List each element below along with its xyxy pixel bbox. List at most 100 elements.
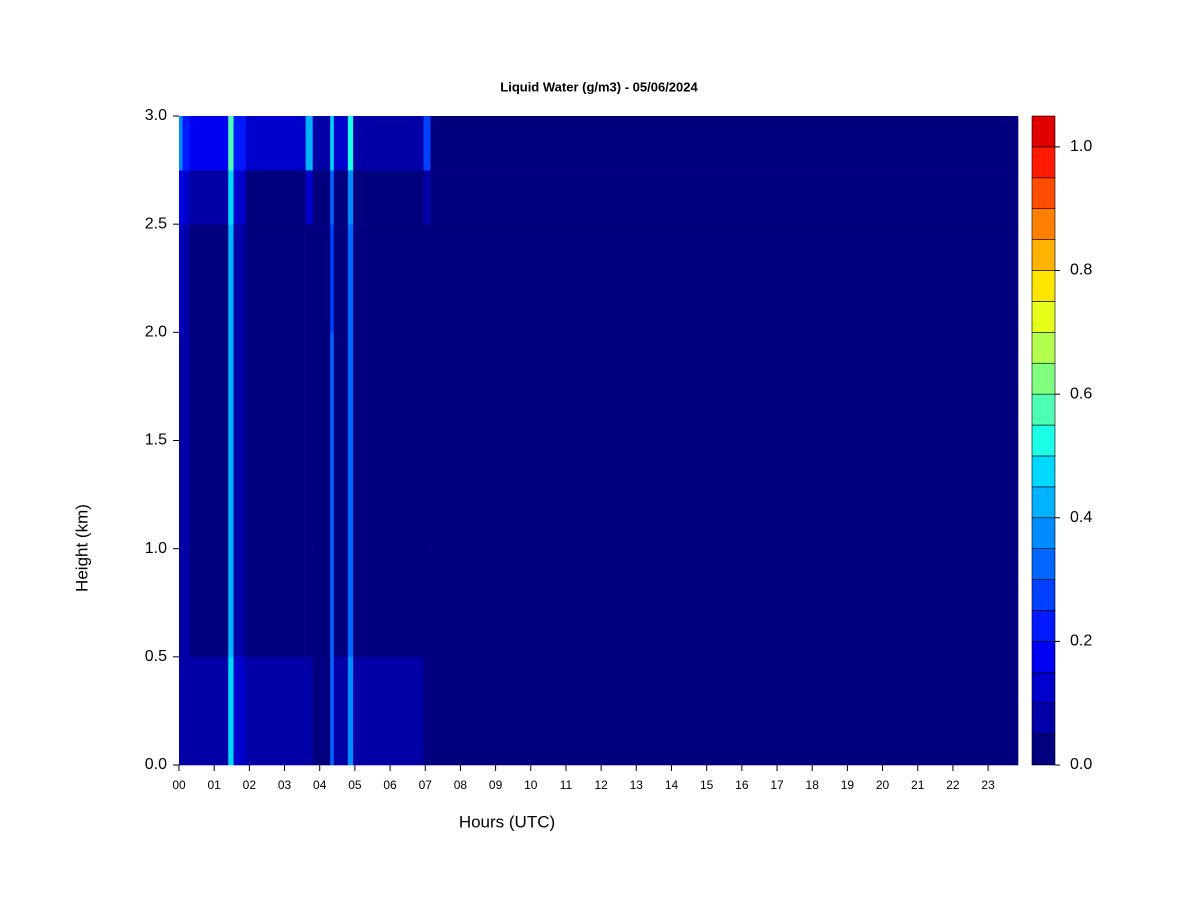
heatmap-cell <box>333 332 349 441</box>
colorbar-box <box>1031 301 1056 333</box>
heatmap-cell <box>228 548 234 658</box>
heatmap-cell <box>353 656 424 766</box>
x-tick-label: 20 <box>876 778 890 792</box>
heatmap-cell <box>179 440 183 549</box>
heatmap-cell <box>353 116 424 171</box>
y-tick-label: 0.0 <box>145 756 167 773</box>
heatmap-cell <box>423 332 431 441</box>
heatmap-cell <box>312 548 331 658</box>
heatmap-cell <box>347 656 354 766</box>
heatmap-cell <box>233 656 247 766</box>
colorbar-box <box>1031 486 1056 519</box>
x-tick-label: 07 <box>419 778 433 792</box>
heatmap-cell <box>333 116 349 171</box>
y-tick-label: 2.0 <box>145 324 167 341</box>
heatmap-cell <box>233 170 247 225</box>
heatmap-cell <box>423 224 431 333</box>
colorbar-tick-label: 1.0 <box>1070 138 1092 155</box>
heatmap-cell <box>245 440 306 549</box>
colorbar-tick-label: 0.6 <box>1070 385 1092 402</box>
colorbar-box <box>1031 702 1056 735</box>
heatmap-cell <box>312 224 331 333</box>
heatmap-cell <box>423 440 431 549</box>
heatmap-cell <box>330 548 335 658</box>
heatmap-cell <box>182 170 190 225</box>
heatmap-cell <box>228 170 234 225</box>
heatmap-cell <box>305 440 313 549</box>
colorbar-box <box>1031 115 1056 148</box>
heatmap-cell <box>330 170 335 225</box>
heatmap-cell <box>245 548 306 658</box>
heatmap-cell <box>430 332 1019 441</box>
heatmap-cell <box>189 440 229 549</box>
heatmap-cell <box>330 332 335 441</box>
heatmap-cell <box>233 440 247 549</box>
heatmap-cell <box>245 656 306 766</box>
y-tick-label: 3.0 <box>145 107 167 124</box>
x-tick-label: 18 <box>806 778 820 792</box>
colorbar-box <box>1031 455 1056 488</box>
heatmap-cell <box>189 116 229 171</box>
heatmap-cell <box>347 440 354 549</box>
heatmap-cell <box>423 548 431 658</box>
heatmap-cell <box>430 656 1019 766</box>
heatmap-cell <box>189 332 229 441</box>
heatmap-cell <box>353 170 424 225</box>
colorbar-box <box>1031 671 1056 704</box>
colorbar-tick-label: 0.4 <box>1070 509 1092 526</box>
x-tick-label: 02 <box>243 778 257 792</box>
heatmap-cell <box>423 116 431 171</box>
heatmap-cell <box>423 170 431 225</box>
colorbar-box <box>1031 208 1056 240</box>
heatmap-cell <box>189 548 229 658</box>
colorbar-box <box>1031 332 1056 364</box>
heatmap-cell <box>347 170 354 225</box>
colorbar-box <box>1031 270 1056 302</box>
x-tick-label: 13 <box>630 778 644 792</box>
colorbar-box <box>1031 733 1056 766</box>
colorbar-box <box>1031 146 1056 179</box>
heatmap-cell <box>233 548 247 658</box>
x-tick-label: 23 <box>981 778 995 792</box>
colorbar-box <box>1031 239 1056 271</box>
colorbar-box <box>1031 362 1056 395</box>
chart-title: Liquid Water (g/m3) - 05/06/2024 <box>500 79 698 94</box>
x-tick-label: 09 <box>489 778 503 792</box>
x-tick-label: 21 <box>911 778 925 792</box>
heatmap-cell <box>430 116 1019 171</box>
heatmap-cell <box>245 170 306 225</box>
y-tick-label: 0.5 <box>145 648 167 665</box>
x-tick-label: 12 <box>594 778 608 792</box>
heatmap-cell <box>330 656 335 766</box>
heatmap-cell <box>333 170 349 225</box>
x-axis-label: Hours (UTC) <box>459 812 555 831</box>
x-tick-label: 14 <box>665 778 679 792</box>
x-tick-label: 04 <box>313 778 327 792</box>
heatmap-cell <box>330 224 335 333</box>
heatmap-cell <box>305 548 313 658</box>
heatmap-cell <box>228 332 234 441</box>
heatmap-cell <box>182 548 190 658</box>
heatmap-cell <box>305 656 313 766</box>
heatmap-cell <box>333 224 349 333</box>
heatmap-cell <box>189 224 229 333</box>
heatmap-cell <box>312 116 331 171</box>
heatmap-cell <box>347 332 354 441</box>
heatmap-cell <box>182 224 190 333</box>
heatmap-cell <box>430 170 1019 225</box>
x-tick-label: 03 <box>278 778 292 792</box>
heatmap-cell <box>330 440 335 549</box>
heatmap-cell <box>347 548 354 658</box>
x-tick-label: 11 <box>560 778 573 792</box>
colorbar-box <box>1031 641 1056 673</box>
heatmap-cell <box>312 170 331 225</box>
heatmap-cell <box>353 548 424 658</box>
heatmap-cell <box>305 332 313 441</box>
heatmap-cell <box>189 656 229 766</box>
heatmap-cell <box>353 332 424 441</box>
heatmap-cell <box>182 656 190 766</box>
heatmap-cell <box>233 116 247 171</box>
x-tick-label: 08 <box>454 778 468 792</box>
heatmap-cell <box>423 656 431 766</box>
x-tick-label: 05 <box>348 778 362 792</box>
